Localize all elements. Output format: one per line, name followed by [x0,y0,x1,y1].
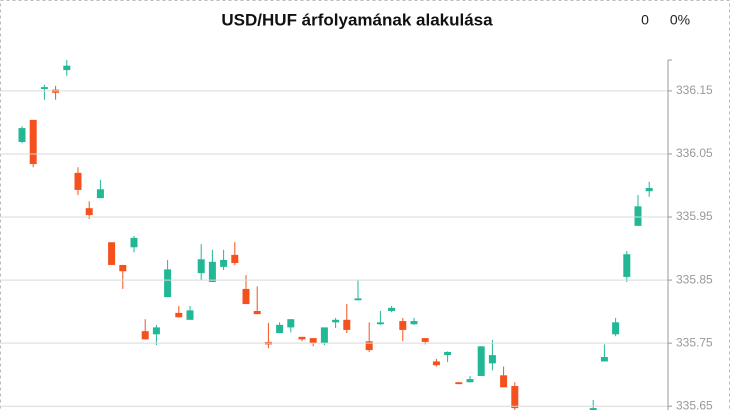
candle-body [466,379,474,383]
candle-body [421,338,429,342]
change-percent: 0% [670,12,690,28]
candle-body [432,361,440,366]
candle-body [119,264,127,272]
candle-body [634,206,642,226]
candle-body [511,386,519,409]
candle-body [376,322,384,325]
candle-body [623,254,631,277]
candle-body [18,128,26,142]
candle-body [96,189,104,199]
candle-body [287,319,295,328]
candle-body [29,119,37,165]
candle-body [589,408,597,410]
y-tick-label: 335.95 [676,209,713,223]
candle-body [444,351,452,356]
candle-body [186,310,194,320]
candle-body [242,288,250,305]
candle-body [108,242,116,265]
candle-body [130,237,138,248]
candle-body [175,312,183,318]
candle-body [488,355,496,364]
candle-body [455,382,463,385]
candle-body [253,310,261,315]
candle-body [399,321,407,330]
candle-body [152,327,160,335]
y-tick-label: 336.05 [676,146,713,160]
candle-body [74,172,82,190]
candle-body [309,338,317,344]
candle-body [276,324,284,334]
candle-body [63,65,71,71]
candle-body [164,269,172,298]
chart-title: USD/HUF árfolyamának alakulása [221,10,493,29]
plot-area [18,60,653,410]
candle-body [612,322,620,335]
candle-body [220,259,228,267]
candle-body [298,336,306,340]
candle-body [365,341,373,351]
y-tick-label: 336.15 [676,83,713,97]
candle-body [40,87,48,90]
candle-body [500,375,508,388]
y-tick-label: 335.85 [676,272,713,286]
candle-body [477,346,485,376]
candle-body [231,254,239,264]
candle-body [332,319,340,323]
candle-body [354,298,362,301]
candle-body [197,259,205,274]
candle-body [388,307,396,311]
change-value: 0 [641,12,649,28]
candle-body [320,327,328,344]
y-tick-label: 335.65 [676,398,713,410]
y-tick-label: 335.75 [676,335,713,349]
candle-body [645,188,653,192]
candle-body [410,321,418,325]
candle-body [208,261,216,282]
candle-body [343,319,351,330]
candle-body [600,357,608,362]
candle-body [85,208,93,216]
candle-body [141,331,149,340]
